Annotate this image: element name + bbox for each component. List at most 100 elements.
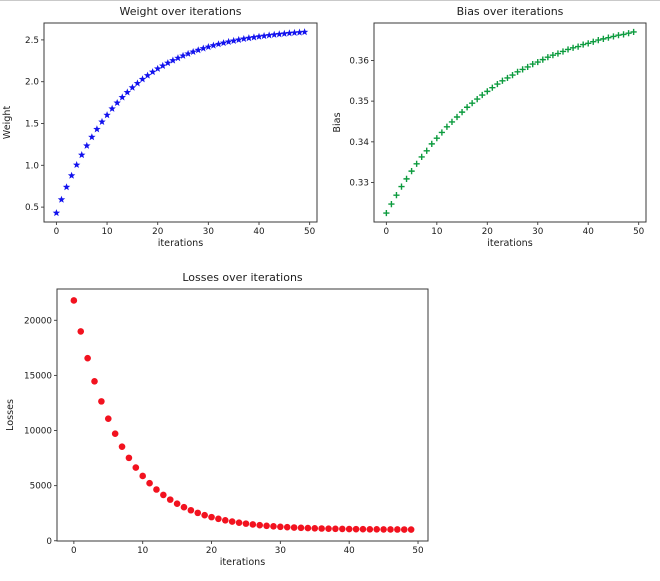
plus-marker [428, 140, 435, 147]
plus-marker [569, 44, 577, 51]
plus-marker [615, 32, 622, 39]
chart-title: Bias over iterations [457, 5, 564, 18]
star-marker [133, 79, 142, 87]
plus-marker [453, 113, 461, 121]
circle-marker [70, 297, 78, 304]
plus-marker [423, 147, 430, 154]
plus-marker [438, 129, 445, 136]
plus-marker [464, 104, 471, 111]
circle-marker [111, 430, 119, 437]
x-tick-label: 20 [482, 227, 494, 237]
star-marker [108, 104, 116, 112]
circle-marker [283, 523, 291, 531]
plus-marker [630, 28, 637, 36]
star-marker [138, 75, 147, 83]
star-marker [123, 88, 132, 96]
x-tick-label: 0 [54, 227, 60, 237]
circle-marker [373, 526, 381, 533]
circle-marker [400, 526, 408, 533]
circle-marker [132, 464, 140, 471]
star-marker [62, 183, 71, 191]
plus-marker [519, 66, 526, 73]
y-tick-label: 20000 [24, 316, 52, 326]
circle-marker [104, 415, 112, 422]
losses-chart: 0 10 20 30 40 50 0 5000 10000 15000 20000 Losses ov… [5, 271, 429, 568]
star-marker [154, 64, 162, 72]
circle-marker [221, 516, 229, 524]
axes-frame [373, 22, 647, 223]
plus-marker [469, 100, 476, 107]
star-marker [219, 39, 228, 47]
x-tick-label: 40 [583, 227, 595, 237]
plus-marker [580, 41, 587, 48]
plus-marker [529, 61, 536, 68]
plus-marker [499, 77, 506, 84]
circle-marker [339, 525, 346, 533]
circle-marker [208, 513, 215, 521]
star-marker [93, 125, 101, 133]
circle-marker [166, 496, 174, 503]
y-tick-label: 2.5 [25, 36, 39, 46]
star-marker [295, 28, 304, 36]
plus-marker [458, 109, 466, 116]
x-axis-label: iterations [158, 238, 204, 249]
star-marker [189, 47, 197, 55]
plus-marker [534, 58, 541, 66]
x-tick-label: 10 [101, 227, 113, 237]
star-marker [260, 32, 268, 40]
circle-marker [352, 525, 360, 533]
y-tick-label: 0.33 [349, 179, 369, 189]
y-tick-label: 15000 [24, 371, 52, 381]
plus-marker [393, 192, 400, 199]
circle-marker [249, 521, 257, 528]
plus-marker [494, 80, 501, 88]
plus-marker [585, 40, 592, 47]
plus-marker [504, 74, 511, 82]
circle-marker [318, 525, 325, 532]
y-tick-label: 2.0 [25, 78, 39, 88]
x-tick-label: 50 [304, 227, 316, 237]
circle-marker [263, 522, 270, 530]
plus-marker [514, 68, 521, 75]
circle-marker [407, 526, 415, 533]
x-tick-label: 50 [412, 546, 424, 556]
x-tick-label: 50 [633, 227, 645, 237]
plus-marker [474, 96, 481, 103]
star-marker [265, 31, 273, 39]
star-marker [57, 195, 66, 203]
x-tick-label: 0 [384, 227, 390, 237]
star-marker [199, 44, 207, 52]
x-tick-label: 10 [137, 546, 149, 556]
circle-marker [270, 523, 277, 530]
circle-marker [84, 354, 91, 362]
x-tick-label: 30 [203, 227, 215, 237]
x-tick-label: 20 [152, 227, 164, 237]
star-marker [290, 28, 299, 36]
plus-marker [388, 200, 395, 208]
x-axis-label: iterations [487, 238, 533, 249]
y-tick-label: 0.36 [349, 56, 369, 66]
plus-marker [564, 46, 572, 53]
star-marker [143, 71, 152, 79]
axes-frame [56, 288, 429, 542]
star-marker [164, 59, 172, 67]
circle-marker [332, 525, 339, 533]
axes-frame [43, 22, 318, 223]
plus-marker [575, 43, 582, 50]
plus-marker [549, 52, 556, 59]
star-marker [72, 160, 81, 169]
plus-marker [418, 153, 425, 160]
star-marker [214, 40, 223, 48]
star-marker [194, 46, 202, 54]
star-marker [113, 98, 121, 107]
circle-marker [91, 378, 98, 385]
y-tick-label: 1.0 [25, 161, 39, 171]
plus-marker [479, 91, 486, 99]
circle-marker [366, 525, 374, 533]
star-marker [159, 61, 167, 69]
y-tick-label: 0.5 [25, 203, 39, 213]
circle-marker [297, 524, 305, 532]
window-top-edge [0, 0, 660, 1]
star-marker [209, 41, 218, 49]
